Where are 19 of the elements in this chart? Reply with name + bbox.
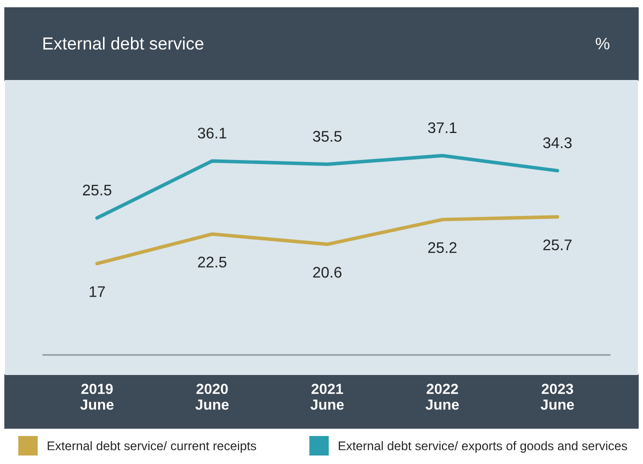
legend-label: External debt service/ current receipts xyxy=(48,441,256,453)
data-label: 25.7 xyxy=(543,239,572,250)
data-label: 20.6 xyxy=(313,266,342,278)
data-label: 25.5 xyxy=(82,184,112,196)
x-tick-label: 2019 June xyxy=(80,384,114,410)
legend-label: External debt service/ exports of goods and services xyxy=(338,441,628,453)
data-label: 34.3 xyxy=(543,137,572,148)
data-label: 37.1 xyxy=(428,122,456,134)
data-label: 22.5 xyxy=(198,256,226,268)
data-label: 25.2 xyxy=(428,242,456,253)
x-tick-label: 2022 June xyxy=(426,384,459,410)
x-tick-label: 2023 June xyxy=(540,384,574,410)
x-tick-label: 2020 June xyxy=(195,384,229,410)
chart-title: External debt service xyxy=(43,36,204,50)
data-label: 17 xyxy=(90,286,105,297)
x-tick-label: 2021 June xyxy=(310,384,344,410)
data-label: 35.5 xyxy=(312,130,342,142)
data-label: 36.1 xyxy=(198,128,226,139)
text: % xyxy=(596,38,610,50)
